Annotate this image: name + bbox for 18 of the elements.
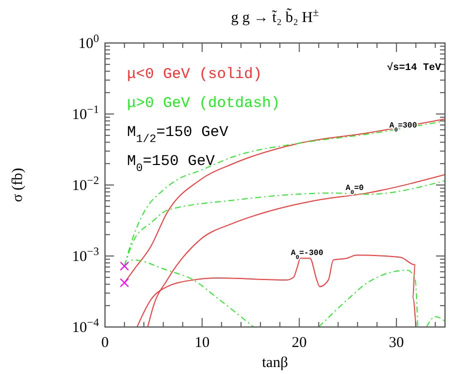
y-tick-label: 10$^{0}$: [78, 33, 100, 52]
y-axis-title: σ (fb): [10, 168, 26, 202]
annotation: √s=14 TeV: [386, 62, 441, 74]
x-tick-label: 20: [292, 335, 307, 351]
annotation: A$_{0}$=-300: [290, 249, 324, 261]
x-axis-title: tanβ: [262, 355, 288, 371]
y-tick-label: 10$^{−4}$: [72, 317, 100, 336]
y-tick-label: 10$^{−3}$: [72, 246, 100, 265]
x-tick-label: 10: [194, 335, 210, 351]
y-tick-label: 10$^{−2}$: [72, 175, 99, 194]
y-tick-label: 10$^{−1}$: [72, 104, 99, 123]
annotation: M$_{0}$=150 GeV: [127, 153, 215, 175]
x-tick-label: 0: [101, 335, 109, 351]
x-tick-label: 30: [388, 335, 404, 351]
text: μ>0 GeV (dotdash): [127, 95, 280, 112]
annotation: M$_{1/2}$=150 GeV: [127, 124, 228, 146]
chart-title: g g → t̃₂ b̃₂ H$^{±}$: [231, 7, 319, 26]
text: μ<0 GeV (solid): [127, 66, 262, 83]
